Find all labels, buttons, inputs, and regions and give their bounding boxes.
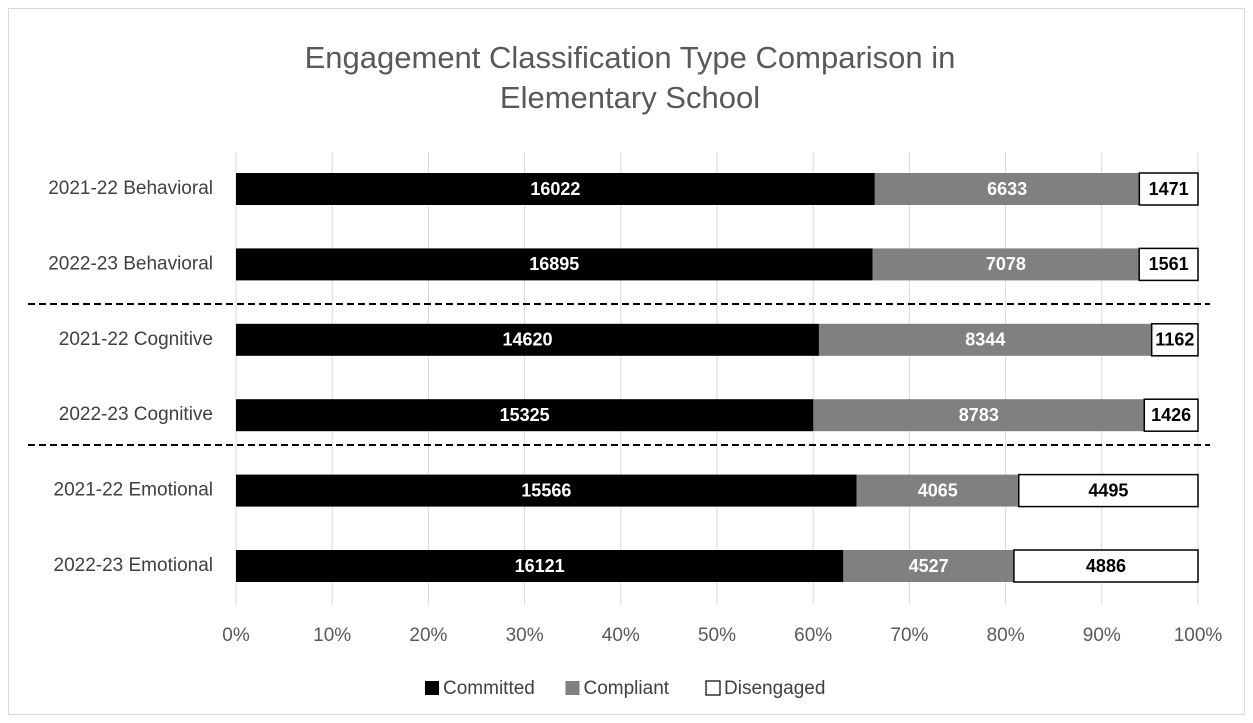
bar-segment — [236, 550, 844, 582]
bar-segment — [236, 173, 875, 205]
bar-segment — [1018, 473, 1199, 508]
bar-segment — [236, 474, 857, 507]
x-tick-label: 50% — [698, 625, 736, 646]
chart-frame — [8, 8, 1245, 715]
category-label: 2022-23 Cognitive — [59, 404, 213, 425]
bar-segment — [236, 323, 819, 356]
data-label: 7078 — [986, 254, 1026, 274]
data-label: 1471 — [1149, 179, 1189, 199]
chart-title: Engagement Classification Type Compariso… — [305, 40, 956, 115]
data-label: 14620 — [502, 330, 552, 350]
data-label: 16022 — [530, 179, 580, 199]
x-tick-label: 20% — [409, 625, 447, 646]
x-tick-label: 60% — [794, 625, 832, 646]
x-tick-label: 10% — [313, 625, 351, 646]
data-label: 4527 — [909, 556, 949, 576]
x-tick-label: 100% — [1174, 625, 1223, 646]
legend-swatch — [565, 681, 580, 695]
data-label: 6633 — [987, 179, 1027, 199]
bar-segment — [872, 248, 1140, 281]
bar-segment — [1138, 247, 1199, 282]
category-label: 2021-22 Behavioral — [48, 178, 213, 199]
bar-segment — [856, 474, 1019, 507]
legend-swatch — [705, 680, 721, 696]
x-tick-label: 90% — [1083, 625, 1121, 646]
bar-segment — [1013, 549, 1199, 583]
data-label: 16895 — [529, 254, 579, 274]
data-label: 8344 — [965, 330, 1005, 350]
category-label: 2022-23 Emotional — [54, 555, 214, 576]
category-label: 2022-23 Behavioral — [48, 253, 213, 274]
bar-segment — [843, 550, 1014, 582]
legend-swatch — [425, 681, 439, 695]
bar-segment — [813, 399, 1145, 432]
x-tick-label: 80% — [987, 625, 1025, 646]
bar-segment — [1138, 172, 1199, 206]
category-label: 2021-22 Emotional — [54, 480, 214, 501]
category-label: 2021-22 Cognitive — [59, 329, 213, 350]
legend-label: Committed — [443, 678, 535, 699]
data-label: 1162 — [1155, 330, 1194, 350]
bar-segment — [1143, 398, 1199, 432]
data-label: 4495 — [1088, 480, 1128, 500]
bar-segment — [236, 248, 873, 281]
data-label: 15566 — [521, 480, 571, 500]
data-label: 15325 — [500, 405, 550, 425]
data-label: 1561 — [1149, 254, 1189, 274]
x-tick-label: 0% — [222, 625, 250, 646]
bar-segment — [874, 173, 1140, 205]
data-label: 4886 — [1086, 556, 1126, 576]
data-label: 8783 — [959, 405, 999, 425]
legend-label: Disengaged — [724, 678, 825, 699]
data-label: 16121 — [515, 556, 565, 576]
bar-segment — [818, 323, 1152, 356]
data-label: 1426 — [1151, 405, 1191, 425]
x-tick-label: 70% — [890, 625, 928, 646]
bar-segment — [1150, 323, 1199, 357]
x-tick-label: 30% — [506, 625, 544, 646]
legend-label: Compliant — [584, 678, 670, 699]
data-label: 4065 — [918, 480, 958, 500]
x-tick-label: 40% — [602, 625, 640, 646]
bar-segment — [236, 399, 814, 432]
